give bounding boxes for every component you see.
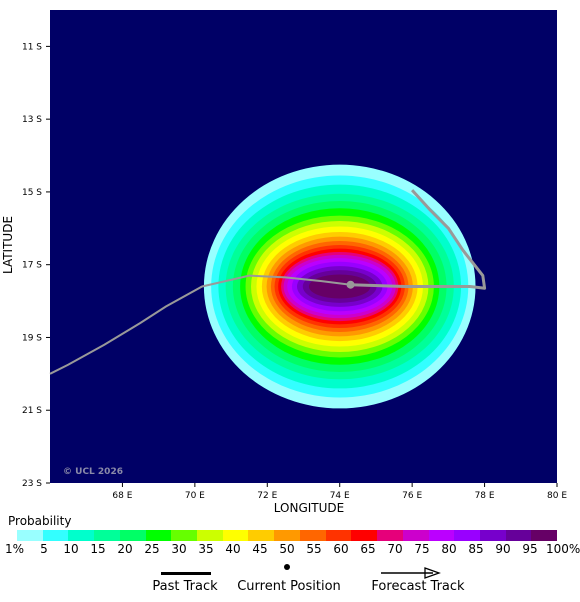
- legend-label: 50: [279, 542, 295, 556]
- forecast-track-legend-label: Forecast Track: [371, 579, 465, 594]
- legend-swatch-10: [274, 530, 300, 541]
- legend-label: 30: [171, 542, 187, 556]
- legend-label: 1%: [5, 542, 25, 556]
- y-axis: 11 S 13 S 15 S 17 S 19 S 21 S 23 S: [22, 42, 50, 489]
- y-tick-label: 19 S: [22, 333, 42, 343]
- x-tick-label: 78 E: [475, 491, 495, 501]
- legend-swatch-18: [479, 530, 506, 541]
- legend-swatch-9: [248, 530, 275, 541]
- legend-label: 55: [306, 542, 322, 556]
- legend-swatch-20: [531, 530, 558, 541]
- legend-label: 90: [495, 542, 511, 556]
- legend-label: 80: [441, 542, 457, 556]
- y-tick-label: 23 S: [22, 479, 42, 489]
- legend-swatch-14: [377, 530, 403, 541]
- legend-label: 60: [333, 542, 349, 556]
- legend-swatch-16: [428, 530, 455, 541]
- y-tick-label: 13 S: [22, 115, 42, 125]
- legend-label: 75: [414, 542, 430, 556]
- forecast-track-legend-arrow: [381, 567, 441, 579]
- legend-label: 70: [387, 542, 403, 556]
- legend-label: 15: [90, 542, 106, 556]
- legend-swatch-6: [171, 530, 198, 541]
- legend-label: 25: [144, 542, 160, 556]
- legend-swatch-5: [145, 530, 172, 541]
- x-tick-label: 72 E: [257, 491, 277, 501]
- legend-label: 5: [40, 542, 48, 556]
- past-track-legend-label: Past Track: [152, 579, 218, 594]
- legend-swatch-7: [197, 530, 223, 541]
- x-axis: 68 E 70 E 72 E 74 E 76 E 78 E 80 E: [112, 483, 567, 501]
- x-axis-title: LONGITUDE: [274, 501, 344, 515]
- y-tick-label: 11 S: [22, 42, 42, 52]
- copyright-notice: © UCL 2026: [63, 467, 123, 477]
- legend-label: 45: [252, 542, 268, 556]
- legend-swatch-3: [94, 530, 120, 541]
- legend-swatch-1: [42, 530, 69, 541]
- track-legend: Past Track Current Position Forecast Tra…: [0, 560, 580, 600]
- legend-swatch-13: [351, 530, 378, 541]
- x-tick-label: 68 E: [112, 491, 132, 501]
- strike-probability-map: © UCL 2026 68 E 70 E 72 E 74 E 76 E 78 E 80 E …: [1, 10, 567, 515]
- forecast-track-line: [350, 189, 487, 290]
- legend-label: 10: [63, 542, 79, 556]
- legend-label: 100%: [546, 542, 580, 556]
- legend-title: Probability: [8, 514, 72, 528]
- y-tick-label: 17 S: [22, 261, 42, 271]
- legend-label: 95: [522, 542, 538, 556]
- legend-swatch-11: [299, 530, 326, 541]
- legend-label: 20: [117, 542, 133, 556]
- legend-label: 85: [468, 542, 484, 556]
- x-tick-label: 70 E: [185, 491, 205, 501]
- y-tick-label: 21 S: [22, 406, 42, 416]
- past-track-legend-line: [161, 572, 211, 575]
- probability-contours: [203, 164, 476, 409]
- legend-swatch-0: [17, 530, 43, 541]
- legend-swatch-4: [119, 530, 146, 541]
- y-axis-title: LATITUDE: [1, 216, 15, 274]
- x-tick-label: 76 E: [402, 491, 422, 501]
- probability-color-scale: [17, 530, 558, 541]
- legend-swatch-15: [402, 530, 429, 541]
- legend-swatch-8: [222, 530, 249, 541]
- legend-swatch-17: [454, 530, 480, 541]
- legend-label: 35: [198, 542, 214, 556]
- current-position-legend-label: Current Position: [237, 579, 341, 594]
- legend-swatch-12: [325, 530, 352, 541]
- y-tick-label: 15 S: [22, 188, 42, 198]
- x-tick-label: 74 E: [330, 491, 350, 501]
- legend-label: 40: [225, 542, 241, 556]
- past-track-line: [49, 274, 351, 375]
- probability-scale-labels: 1% 5 10 15 20 25 30 35 40 45 50 55 60 65 70 75 80 85 90 95 1…: [0, 542, 580, 558]
- legend-label: 65: [360, 542, 376, 556]
- x-tick-label: 80 E: [547, 491, 567, 501]
- current-position-marker: [346, 280, 355, 289]
- legend-swatch-19: [505, 530, 532, 541]
- current-position-legend-dot: [284, 564, 290, 570]
- legend-swatch-2: [68, 530, 95, 541]
